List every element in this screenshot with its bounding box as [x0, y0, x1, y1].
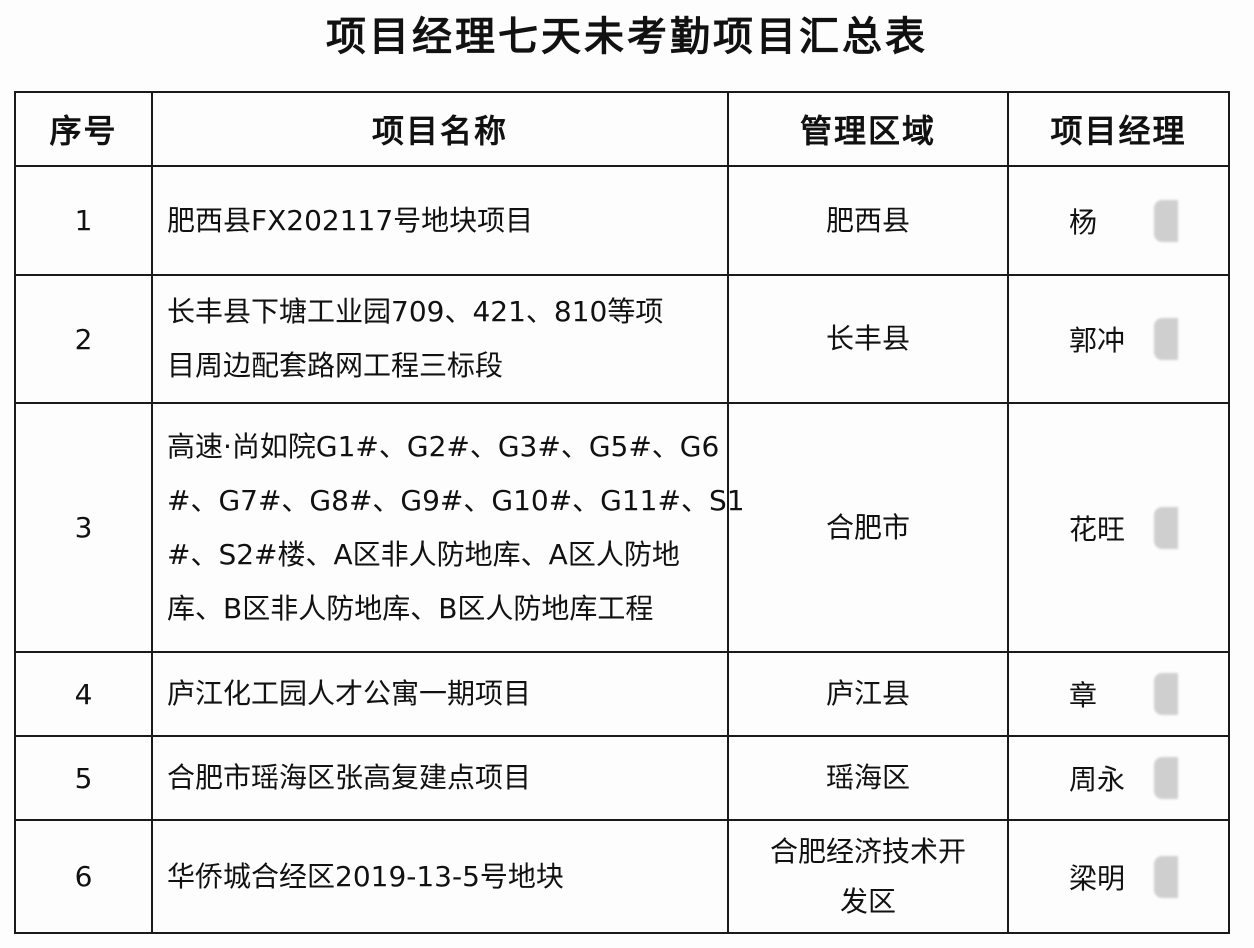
cell-index: 1 [14, 165, 153, 276]
cell-project-name: 肥西县FX202117号地块项目 [151, 165, 729, 276]
manager-name: 周永 [1069, 763, 1126, 796]
cell-index: 4 [14, 651, 153, 737]
text-line: 高速·尚如院G1#、G2#、G3#、G5#、G6 [167, 429, 720, 463]
table-row: 3 高速·尚如院G1#、G2#、G3#、G5#、G6 #、G7#、G8#、G9#、… [14, 402, 1230, 653]
text-line: 长丰县下塘工业园709、421、810等项 [167, 295, 664, 328]
text-line: 合肥市 [825, 510, 910, 544]
text-line: 庐江化工园人才公寓一期项目 [167, 677, 532, 710]
redaction-blur [1154, 506, 1178, 549]
table-row: 4 庐江化工园人才公寓一期项目 庐江县 章 [14, 651, 1230, 737]
cell-area: 合肥市 [727, 402, 1009, 653]
text-line: 目周边配套路网工程三标段 [167, 349, 504, 382]
table-row: 1 肥西县FX202117号地块项目 肥西县 杨 [14, 165, 1230, 276]
cell-project-name: 合肥市瑶海区张高复建点项目 [151, 735, 729, 821]
cell-manager: 花旺 [1007, 402, 1230, 653]
header-index: 序号 [14, 91, 153, 167]
table-row: 5 合肥市瑶海区张高复建点项目 瑶海区 周永 [14, 735, 1230, 821]
cell-index: 3 [14, 402, 153, 653]
text-line: 库、B区非人防地库、B区人防地库工程 [167, 591, 654, 625]
redaction-blur [1154, 199, 1178, 242]
redaction-blur [1154, 757, 1178, 799]
manager-name: 章 [1069, 679, 1098, 712]
table-header-row: 序号 项目名称 管理区域 项目经理 [14, 91, 1230, 167]
cell-area: 合肥经济技术开 发区 [727, 819, 1009, 934]
cell-manager: 郭冲 [1007, 274, 1230, 404]
cell-manager: 周永 [1007, 735, 1230, 821]
header-project-name: 项目名称 [151, 91, 729, 167]
redaction-blur [1154, 318, 1178, 360]
text-line: 华侨城合经区2019-13-5号地块 [167, 859, 564, 893]
cell-project-name: 华侨城合经区2019-13-5号地块 [151, 819, 729, 934]
redaction-blur [1154, 855, 1178, 898]
text-line: #、S2#楼、A区非人防地库、A区人防地 [167, 537, 680, 571]
cell-area: 瑶海区 [727, 735, 1009, 821]
cell-index: 5 [14, 735, 153, 821]
text-line: 肥西县FX202117号地块项目 [167, 203, 534, 237]
cell-manager: 杨 [1007, 165, 1230, 276]
header-area: 管理区域 [727, 91, 1009, 167]
manager-name: 花旺 [1069, 512, 1126, 546]
cell-index: 6 [14, 819, 153, 934]
cell-area: 长丰县 [727, 274, 1009, 404]
text-line: 瑶海区 [825, 761, 910, 794]
text-line: #、G7#、G8#、G9#、G10#、G11#、S1 [167, 483, 745, 517]
document-title: 项目经理七天未考勤项目汇总表 [326, 13, 928, 60]
text-line: 合肥经济技术开 [769, 834, 966, 868]
table-row: 6 华侨城合经区2019-13-5号地块 合肥经济技术开 发区 梁明 [14, 819, 1230, 934]
cell-project-name: 长丰县下塘工业园709、421、810等项 目周边配套路网工程三标段 [151, 274, 729, 404]
manager-name: 梁明 [1069, 861, 1126, 895]
cell-manager: 章 [1007, 651, 1230, 737]
text-line: 庐江县 [825, 677, 910, 710]
cell-area: 肥西县 [727, 165, 1009, 276]
cell-index: 2 [14, 274, 153, 404]
cell-project-name: 庐江化工园人才公寓一期项目 [151, 651, 729, 737]
redaction-blur [1154, 673, 1178, 715]
cell-project-name: 高速·尚如院G1#、G2#、G3#、G5#、G6 #、G7#、G8#、G9#、G1… [151, 402, 745, 653]
text-line: 长丰县 [825, 322, 910, 355]
manager-name: 杨 [1069, 205, 1098, 239]
cell-manager: 梁明 [1007, 819, 1230, 934]
table-row: 2 长丰县下塘工业园709、421、810等项 目周边配套路网工程三标段 长丰县 … [14, 274, 1230, 404]
text-line: 发区 [839, 884, 896, 918]
header-manager: 项目经理 [1007, 91, 1230, 167]
cell-area: 庐江县 [727, 651, 1009, 737]
text-line: 合肥市瑶海区张高复建点项目 [167, 761, 532, 794]
summary-table: 序号 项目名称 管理区域 项目经理 1 肥西县FX202117号地块项目 肥西县… [14, 91, 1230, 934]
manager-name: 郭冲 [1069, 324, 1126, 357]
text-line: 肥西县 [825, 203, 910, 237]
